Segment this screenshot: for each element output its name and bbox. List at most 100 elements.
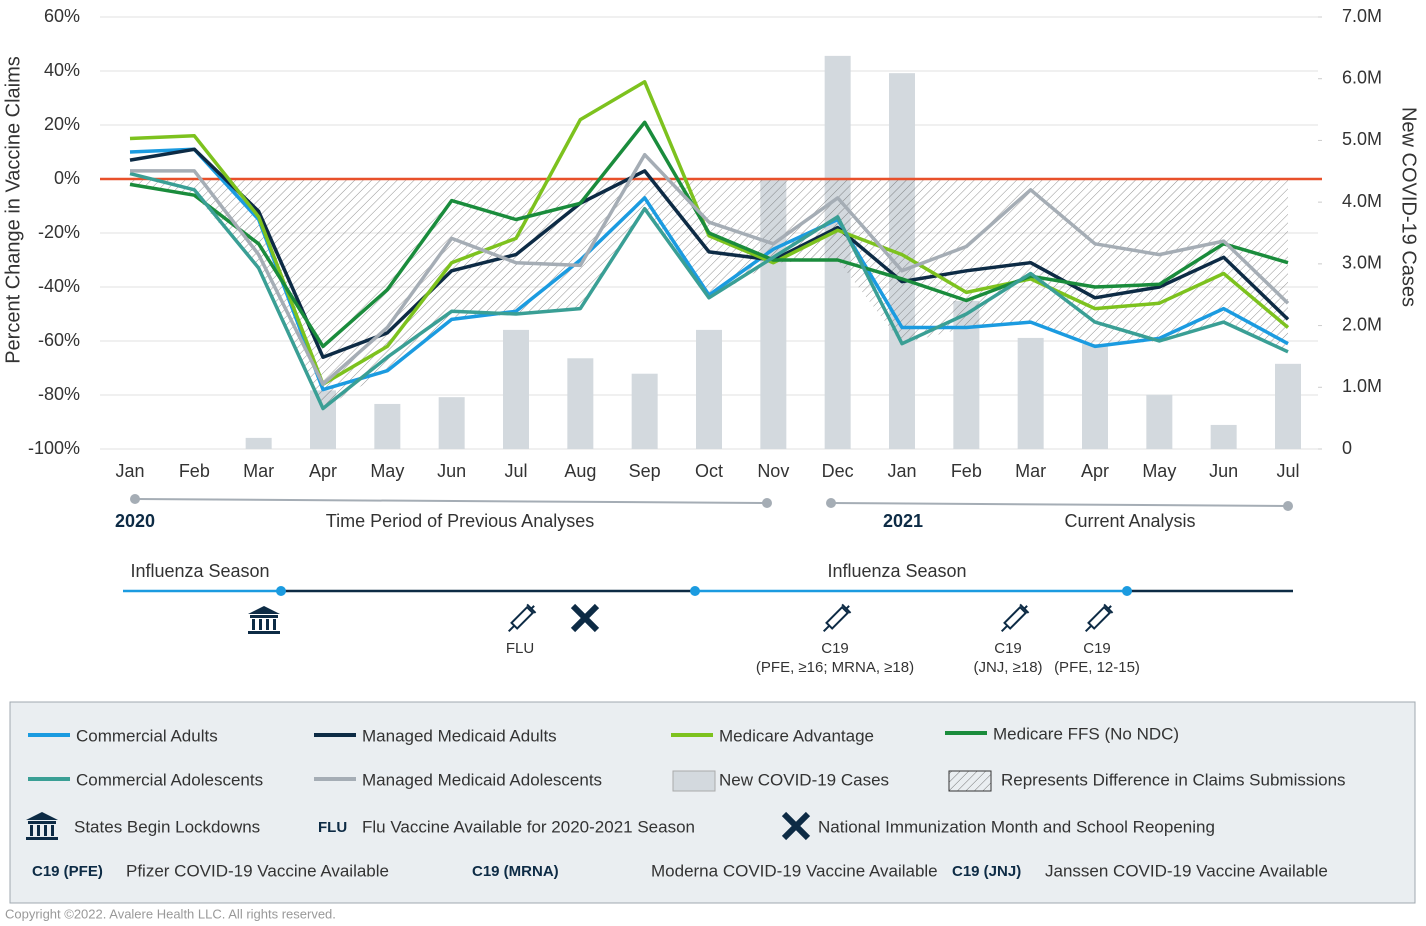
period-label: Time Period of Previous Analyses bbox=[326, 511, 594, 531]
y2-tick-label: 2.0M bbox=[1342, 314, 1382, 334]
x-tick-label: Jun bbox=[437, 461, 466, 481]
syringe-icon bbox=[503, 600, 540, 637]
event-label: C19 bbox=[1083, 640, 1111, 657]
x-tick-label: Apr bbox=[309, 461, 337, 481]
syringe-icon bbox=[818, 600, 855, 637]
y2-tick-label: 3.0M bbox=[1342, 253, 1382, 273]
bar bbox=[438, 397, 465, 449]
bar bbox=[245, 437, 272, 449]
series-line bbox=[129, 120, 1289, 349]
legend-label: Represents Difference in Claims Submissi… bbox=[1001, 770, 1346, 789]
event-detail: (JNJ, ≥18) bbox=[973, 659, 1042, 676]
series-line bbox=[129, 147, 1290, 359]
bar bbox=[631, 373, 658, 449]
bar bbox=[1275, 363, 1301, 449]
note-text: National Immunization Month and School R… bbox=[818, 817, 1215, 836]
y2-tick-label: 0 bbox=[1342, 438, 1352, 458]
bar bbox=[1146, 394, 1173, 449]
x-tick-label: Feb bbox=[951, 461, 982, 481]
season-dot bbox=[1122, 586, 1132, 596]
syringe-icon bbox=[1080, 600, 1117, 637]
y2-tick-label: 1.0M bbox=[1342, 376, 1382, 396]
event-detail: (PFE, 12-15) bbox=[1054, 659, 1140, 676]
y-axis-title: Percent Change in Vaccine Claims bbox=[2, 56, 24, 364]
x-tick-label: Dec bbox=[822, 461, 854, 481]
y-tick-label: -40% bbox=[38, 276, 80, 296]
copyright: Copyright ©2022. Avalere Health LLC. All… bbox=[5, 906, 336, 921]
plot-area: 60% 40% 20% 0% -20% -40% -60% -80% -100% 0 1.0M 2.0… bbox=[28, 6, 1382, 481]
x-tick-label: May bbox=[370, 461, 404, 481]
note-text: Moderna COVID-19 Vaccine Available bbox=[651, 861, 938, 880]
legend: Commercial Adults Managed Medicaid Adults… bbox=[28, 724, 1346, 792]
x-tick-label: Jun bbox=[1209, 461, 1238, 481]
event-detail: (PFE, ≥16; MRNA, ≥18) bbox=[756, 659, 914, 676]
series-line bbox=[130, 152, 1290, 386]
legend-label: Medicare FFS (No NDC) bbox=[993, 724, 1179, 743]
legend-label: Managed Medicaid Adolescents bbox=[362, 770, 602, 789]
period-line bbox=[830, 502, 1289, 507]
y2-tick-label: 5.0M bbox=[1342, 129, 1382, 149]
season-dot bbox=[690, 586, 700, 596]
x-tick-label: Sep bbox=[629, 461, 661, 481]
note-key: C19 (PFE) bbox=[32, 863, 103, 880]
bar bbox=[567, 358, 594, 449]
event-label: C19 bbox=[821, 640, 849, 657]
x-tick-label: Feb bbox=[179, 461, 210, 481]
legend-swatch bbox=[948, 770, 992, 792]
period-dot bbox=[762, 498, 772, 508]
x-tick-label: Mar bbox=[1015, 461, 1046, 481]
y-tick-label: -80% bbox=[38, 384, 80, 404]
immunization-icon bbox=[573, 606, 597, 630]
legend-label: New COVID-19 Cases bbox=[719, 770, 889, 789]
y-tick-label: -100% bbox=[28, 438, 80, 458]
note-key: C19 (JNJ) bbox=[952, 863, 1021, 880]
x-tick-label: Apr bbox=[1081, 461, 1109, 481]
series-line bbox=[129, 171, 1289, 411]
x-tick-label: Oct bbox=[695, 461, 723, 481]
y-tick-label: 40% bbox=[44, 60, 80, 80]
bar bbox=[503, 329, 529, 449]
y-tick-label: 20% bbox=[44, 114, 80, 134]
year-label: 2021 bbox=[883, 511, 923, 531]
period-dot bbox=[130, 494, 140, 504]
legend-label: Managed Medicaid Adults bbox=[362, 726, 557, 745]
y-tick-label: -20% bbox=[38, 222, 80, 242]
bar bbox=[1017, 337, 1044, 449]
year-label: 2020 bbox=[115, 511, 155, 531]
note-key: FLU bbox=[318, 819, 347, 836]
y-tick-label: 0% bbox=[54, 168, 80, 188]
period-dot bbox=[1283, 501, 1293, 511]
y2-tick-label: 7.0M bbox=[1342, 6, 1382, 26]
legend-swatch bbox=[672, 770, 716, 792]
x-tick-label: Mar bbox=[243, 461, 274, 481]
season-label: Influenza Season bbox=[130, 561, 269, 581]
note-text: Janssen COVID-19 Vaccine Available bbox=[1045, 861, 1328, 880]
x-tick-label: Jul bbox=[1276, 461, 1299, 481]
x-tick-label: Jan bbox=[115, 461, 144, 481]
y2-tick-label: 6.0M bbox=[1342, 67, 1382, 87]
y2-axis-title: New COVID-19 Cases bbox=[1398, 107, 1420, 307]
note-text: Flu Vaccine Available for 2020-2021 Seas… bbox=[362, 817, 695, 836]
timeline: 2020 Time Period of Previous Analyses 20… bbox=[115, 494, 1293, 676]
period-dot bbox=[826, 498, 836, 508]
x-tick-label: Jan bbox=[887, 461, 916, 481]
x-tick-label: Jul bbox=[504, 461, 527, 481]
bar bbox=[374, 403, 401, 449]
season-label: Influenza Season bbox=[827, 561, 966, 581]
lockdown-icon bbox=[248, 606, 280, 634]
note-text: Pfizer COVID-19 Vaccine Available bbox=[126, 861, 389, 880]
legend-label: Commercial Adults bbox=[76, 726, 218, 745]
x-tick-label: May bbox=[1142, 461, 1176, 481]
y-tick-label: -60% bbox=[38, 330, 80, 350]
season-dot bbox=[276, 586, 286, 596]
syringe-icon bbox=[996, 600, 1033, 637]
x-tick-label: Aug bbox=[564, 461, 596, 481]
bar bbox=[696, 329, 722, 449]
bar bbox=[1082, 344, 1108, 449]
event-label: C19 bbox=[994, 640, 1022, 657]
note-key: C19 (MRNA) bbox=[472, 863, 559, 880]
bar bbox=[1210, 424, 1237, 449]
y-tick-label: 60% bbox=[44, 6, 80, 26]
legend-label: Medicare Advantage bbox=[719, 726, 874, 745]
